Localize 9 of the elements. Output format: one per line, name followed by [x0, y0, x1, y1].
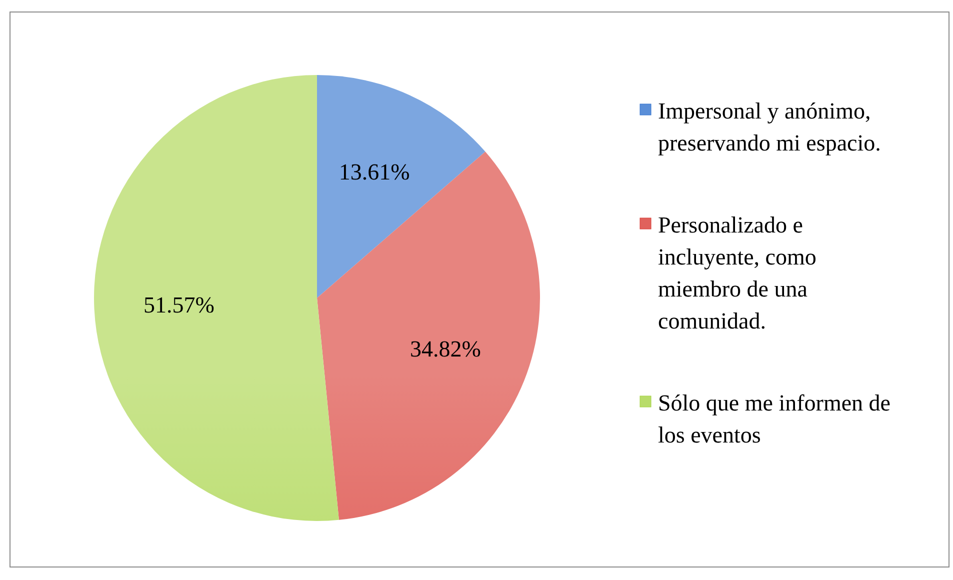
legend-label: Impersonal y anónimo, preservando mi espacio. — [658, 98, 881, 156]
legend-label: Personalizado e incluyente, como miembro de una comunidad. — [658, 212, 816, 334]
pie-slice — [317, 152, 540, 520]
pie-slice — [94, 75, 339, 521]
data-label: 51.57% — [143, 292, 214, 318]
legend-label: Sólo que me informen de los eventos — [658, 390, 891, 448]
pie-slice — [317, 75, 486, 298]
data-label: 34.82% — [410, 336, 481, 362]
data-label: 13.61% — [338, 160, 410, 185]
